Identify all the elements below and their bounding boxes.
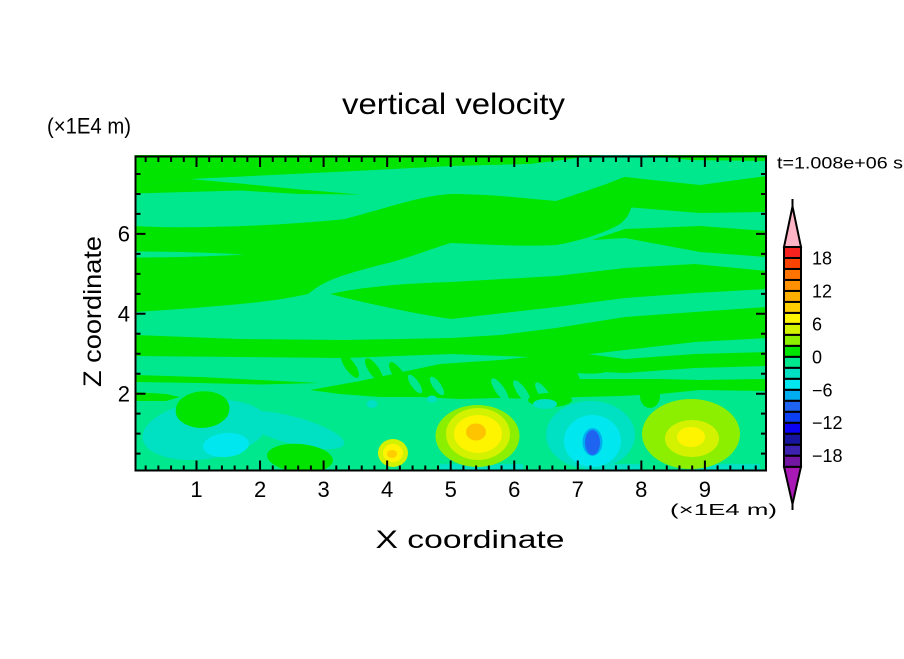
svg-text:4: 4 (118, 302, 130, 327)
svg-text:6: 6 (118, 222, 130, 247)
svg-text:−18: −18 (812, 446, 843, 466)
svg-text:18: 18 (812, 248, 832, 268)
svg-text:9: 9 (699, 477, 711, 502)
svg-text:2: 2 (118, 382, 130, 407)
svg-text:7: 7 (572, 477, 584, 502)
svg-text:t=1.008e+06 s: t=1.008e+06 s (777, 154, 903, 173)
svg-text:2: 2 (254, 477, 266, 502)
svg-text:−12: −12 (812, 413, 843, 433)
svg-text:5: 5 (445, 477, 457, 502)
svg-text:12: 12 (812, 281, 832, 301)
svg-text:(×1E4 m): (×1E4 m) (670, 502, 777, 519)
svg-text:1: 1 (190, 477, 202, 502)
svg-text:X coordinate: X coordinate (376, 526, 565, 554)
svg-text:3: 3 (317, 477, 329, 502)
svg-text:6: 6 (812, 314, 822, 334)
svg-text:−6: −6 (812, 380, 833, 400)
svg-text:vertical velocity: vertical velocity (342, 88, 565, 121)
svg-text:(×1E4 m): (×1E4 m) (47, 114, 131, 139)
svg-text:4: 4 (381, 477, 393, 502)
svg-text:Z coordinate: Z coordinate (79, 236, 107, 387)
svg-text:6: 6 (508, 477, 520, 502)
svg-text:8: 8 (635, 477, 647, 502)
svg-text:0: 0 (812, 347, 822, 367)
